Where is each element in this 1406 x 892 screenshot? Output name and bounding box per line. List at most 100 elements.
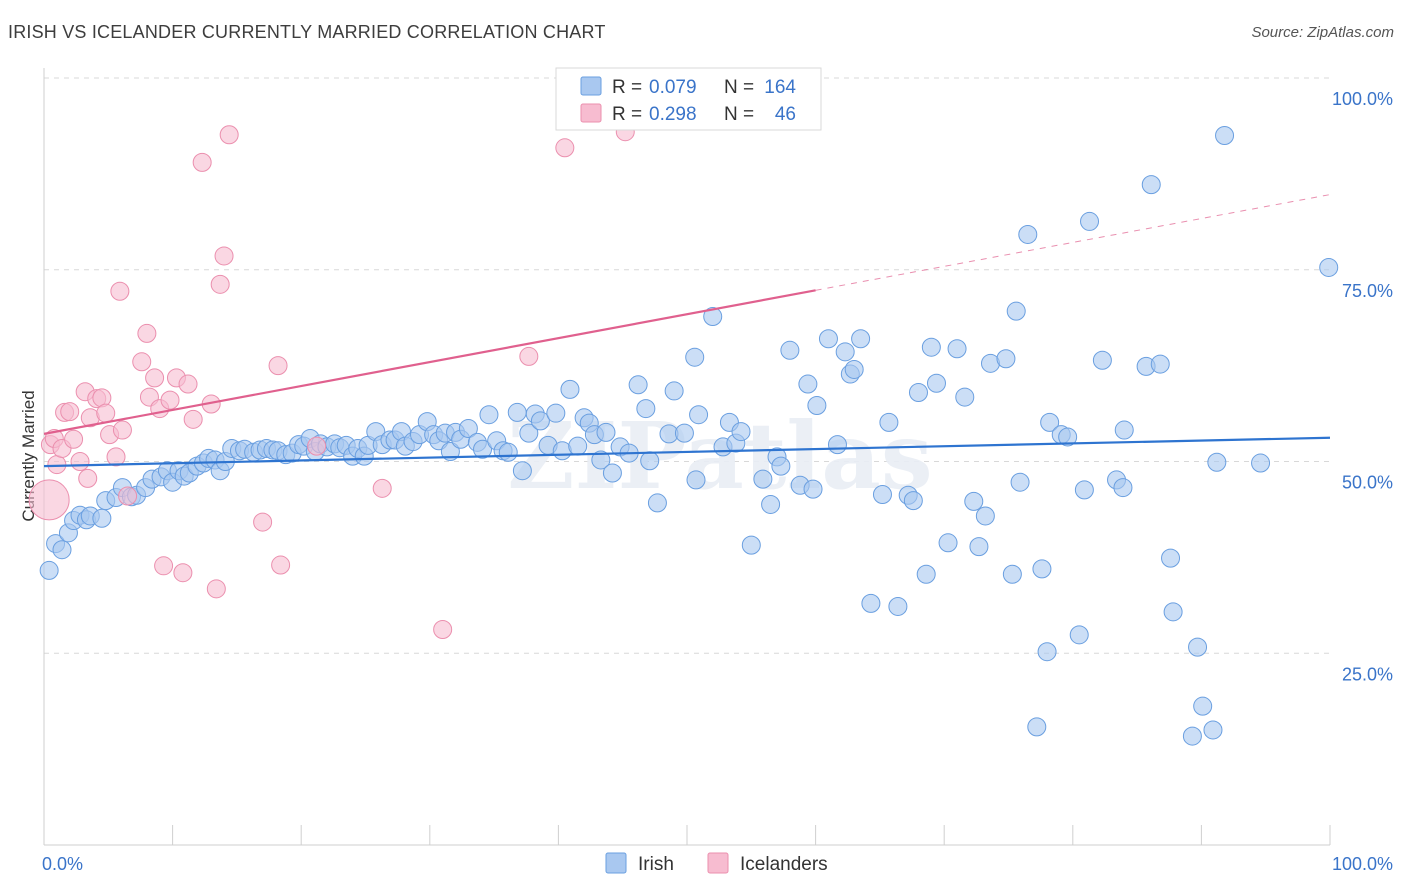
- irish-point: [1141, 175, 1161, 195]
- irish-point: [519, 423, 539, 443]
- y-tick-label: 25.0%: [1342, 664, 1393, 684]
- irish-point: [602, 463, 622, 483]
- x-tick-label: 100.0%: [1332, 854, 1393, 874]
- icelander-point: [268, 356, 288, 376]
- legend-swatch: [580, 103, 602, 123]
- icelander-point: [433, 619, 453, 639]
- icelander-point: [519, 346, 539, 366]
- irish-point: [1010, 472, 1030, 492]
- irish-point: [761, 494, 781, 514]
- icelander-point: [178, 374, 198, 394]
- irish-point: [560, 379, 580, 399]
- y-tick-label: 75.0%: [1342, 281, 1393, 301]
- legend-series-label: Irish: [638, 854, 674, 875]
- icelander-point: [214, 246, 234, 266]
- irish-point: [1182, 726, 1202, 746]
- irish-point: [1080, 211, 1100, 231]
- irish-point: [530, 411, 550, 431]
- irish-point: [686, 470, 706, 490]
- irish-point: [753, 469, 773, 489]
- trend-lines: [43, 194, 1331, 468]
- irish-point: [1150, 354, 1170, 374]
- irish-point: [1018, 224, 1038, 244]
- irish-trend-line: [43, 436, 1331, 468]
- irish-point: [628, 375, 648, 395]
- irish-point: [996, 349, 1016, 369]
- irish-point: [975, 506, 995, 526]
- irish-point: [1319, 257, 1339, 277]
- legend-swatch: [605, 852, 627, 874]
- watermark: ZIPatlas: [507, 402, 932, 510]
- icelander-point: [183, 409, 203, 429]
- icelander-point: [154, 556, 174, 576]
- icelander-point: [555, 138, 575, 158]
- irish-point: [52, 540, 72, 560]
- irish-point: [703, 307, 723, 327]
- legend-r-value: 0.298: [649, 104, 697, 125]
- irish-point: [926, 373, 946, 393]
- irish-point: [1037, 642, 1057, 662]
- irish-point: [851, 329, 871, 349]
- icelander-point: [271, 555, 291, 575]
- legend-series-label: Icelanders: [740, 854, 828, 875]
- icelander-point: [47, 455, 67, 475]
- legend-swatch: [580, 76, 602, 96]
- irish-point: [591, 450, 611, 470]
- irish-point: [1040, 412, 1060, 432]
- irish-point: [498, 442, 518, 462]
- irish-point: [818, 329, 838, 349]
- irish-point: [835, 342, 855, 362]
- irish-point: [908, 382, 928, 402]
- icelander-point: [173, 563, 193, 583]
- icelander-point: [137, 323, 157, 343]
- icelander-point: [145, 368, 165, 388]
- irish-point: [568, 436, 588, 456]
- irish-point: [921, 337, 941, 357]
- icelander-point: [253, 512, 273, 532]
- irish-point: [741, 535, 761, 555]
- irish-point: [1113, 478, 1133, 498]
- icelander-point: [160, 390, 180, 410]
- irish-point: [916, 564, 936, 584]
- irish-point: [1161, 548, 1181, 568]
- icelander-point: [112, 420, 132, 440]
- legend-r-label: R =: [612, 104, 642, 125]
- irish-point: [1002, 564, 1022, 584]
- irish-point: [947, 339, 967, 359]
- legend-n-value: 164: [764, 77, 796, 98]
- axes: 25.0%50.0%75.0%100.0%0.0% 100.0%Currently…: [19, 68, 1393, 874]
- chart-title: IRISH VS ICELANDER CURRENTLY MARRIED COR…: [8, 22, 606, 42]
- icelander-point: [28, 479, 70, 521]
- icelander-point: [210, 274, 230, 294]
- irish-point: [844, 359, 864, 379]
- irish-point: [1074, 480, 1094, 500]
- legend-n-value: 46: [775, 104, 796, 125]
- data-points: [28, 122, 1339, 746]
- chart-source: Source: ZipAtlas.com: [1251, 24, 1394, 41]
- irish-point: [903, 491, 923, 511]
- irish-point: [636, 399, 656, 419]
- irish-point: [807, 396, 827, 416]
- icelander-point: [192, 152, 212, 172]
- irish-point: [1188, 637, 1208, 657]
- irish-point: [1069, 625, 1089, 645]
- legend-swatch: [707, 852, 729, 874]
- irish-point: [1032, 559, 1052, 579]
- icelander-point: [118, 486, 138, 506]
- irish-point: [1163, 602, 1183, 622]
- icelander-point: [60, 402, 80, 422]
- irish-point: [872, 484, 892, 504]
- icelander-point: [132, 352, 152, 372]
- irish-point: [969, 537, 989, 557]
- icelander-trend-extension: [815, 194, 1331, 291]
- irish-point: [964, 491, 984, 511]
- irish-point: [1193, 696, 1213, 716]
- irish-point: [1006, 301, 1026, 321]
- y-tick-label: 100.0%: [1332, 89, 1393, 109]
- irish-point: [1092, 350, 1112, 370]
- icelander-point: [78, 468, 98, 488]
- irish-point: [689, 405, 709, 425]
- icelander-trend-line: [43, 289, 816, 435]
- irish-point: [458, 419, 478, 439]
